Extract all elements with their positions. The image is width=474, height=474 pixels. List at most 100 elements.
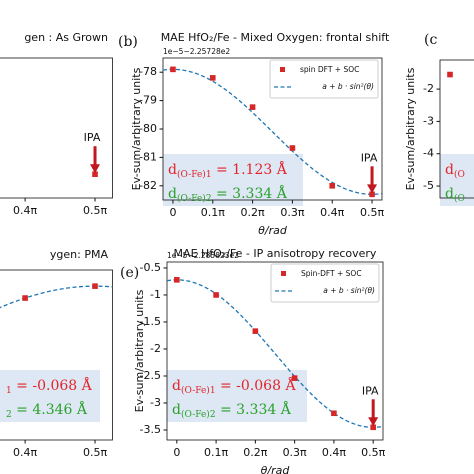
panel: 0.4π 0.5π gen : As Grown IPA: [0, 31, 113, 217]
legend-label: a + b · sin²(θ): [322, 82, 374, 91]
x-tick-label: 0.4π: [13, 204, 37, 217]
plot-area: [167, 277, 383, 431]
x-tick-label: 0.3π: [280, 206, 304, 219]
y-tick-label: -5: [423, 179, 434, 192]
fit-curve: [167, 279, 383, 428]
y-tick-label: -3.5: [140, 423, 161, 436]
annotation-rest: = 3.334 Å: [216, 400, 292, 418]
y-axis-label: Ev-sum/arbitrary units: [404, 67, 417, 190]
callout-arrowhead: [90, 164, 101, 174]
annotation-sub: 2: [6, 410, 12, 420]
plot-frame: [166, 261, 384, 441]
annotation-sub: (O-Fe)1: [181, 385, 216, 396]
data-point: [252, 328, 259, 334]
annotation-main: d: [172, 378, 181, 394]
x-tick-label: 0.4π: [322, 446, 346, 459]
data-point: [331, 410, 337, 417]
annotation-box: [167, 370, 307, 422]
annotation-rest: = -0.068 Å: [12, 376, 93, 394]
panel: -2-3-4-5(cEv-sum/arbitrary units d(Od(O: [404, 32, 474, 206]
y-tick-label: -1: [150, 288, 161, 301]
y-axis-label: Ev-sum/arbitrary units: [133, 289, 146, 412]
fit-curve: [163, 68, 382, 195]
callout-arrowhead: [368, 417, 379, 427]
annotation-rest: = 4.346 Å: [12, 400, 88, 418]
panel: 0 0.1π 0.2π 0.3π 0.4π 0.5π -78 -79 -80 -81 -82 1e−5…: [118, 31, 390, 237]
annotation-rest: = 1.123 Å: [212, 160, 288, 178]
y-tick-label: -4: [423, 147, 434, 160]
offset-text: 1e−5−2.285823e2: [167, 251, 239, 260]
x-tick-label: 0.3π: [283, 446, 307, 459]
annotation: 2 = 4.346 Å: [6, 400, 88, 420]
annotation-sub: (O: [454, 169, 465, 180]
x-tick-label: 0.5π: [83, 446, 107, 459]
panel-label: (c: [424, 32, 437, 48]
annotation-rest: = -0.068 Å: [216, 376, 297, 394]
annotation-main: d: [445, 186, 454, 202]
plot-frame: [0, 269, 113, 441]
data-point: [249, 104, 256, 110]
panel-label: (b): [118, 34, 138, 50]
y-tick-label: -78: [139, 65, 157, 78]
data-point: [329, 183, 336, 189]
annotation: d(O-Fe)1 = 1.123 Å: [168, 160, 288, 180]
fit-curve: [0, 285, 113, 309]
chart-title: ygen: PMA: [50, 248, 109, 261]
legend-marker: [280, 67, 285, 72]
data-point: [213, 292, 219, 298]
annotation: d(O-Fe)2 = 3.334 Å: [168, 184, 288, 204]
legend-label: spin DFT + SOC: [300, 65, 359, 74]
plot-area: [92, 171, 98, 177]
callout-arrowhead: [367, 184, 378, 194]
x-axis-label: θ/rad: [261, 464, 291, 474]
annotation-main: d: [172, 402, 181, 418]
callout-label: IPA: [361, 151, 378, 164]
data-point: [92, 171, 98, 177]
data-point: [447, 71, 453, 78]
annotation-box: [163, 154, 303, 206]
data-point: [369, 191, 375, 198]
data-point: [289, 145, 296, 151]
data-point: [370, 424, 376, 431]
annotation: d(O: [445, 186, 465, 204]
x-tick-label: 0.5π: [83, 204, 107, 217]
y-tick-label: -3: [150, 396, 161, 409]
y-tick-label: -82: [139, 179, 157, 192]
data-point: [291, 375, 298, 381]
y-tick-label: -0.5: [140, 261, 161, 274]
annotation: d(O-Fe)2 = 3.334 Å: [172, 400, 292, 420]
data-point: [92, 283, 98, 289]
y-tick-label: -3: [423, 114, 434, 127]
legend-label: a + b · sin²(θ): [323, 286, 375, 295]
callout-label: IPA: [84, 131, 101, 144]
data-point: [170, 66, 176, 73]
plot-frame: [0, 57, 113, 199]
y-tick-label: -80: [139, 122, 157, 135]
legend-box: [270, 263, 380, 303]
y-tick-label: -2: [150, 342, 161, 355]
plot-area: [447, 71, 453, 78]
x-tick-label: 0.4π: [13, 446, 37, 459]
panel: 0.4π 0.5π ygen: PMA 1 = -0.068 Å 2 = 4.346 Å: [0, 248, 113, 459]
data-point: [22, 295, 28, 301]
x-tick-label: 0.5π: [360, 206, 384, 219]
annotation-box: [440, 154, 474, 206]
y-tick-label: -2.5: [140, 369, 161, 382]
data-point: [209, 75, 216, 81]
x-tick-label: 0: [169, 206, 176, 219]
annotation: d(O-Fe)1 = -0.068 Å: [172, 376, 296, 396]
legend-marker: [281, 271, 286, 276]
annotation-sub: 1: [6, 386, 12, 396]
legend-label: Spin-DFT + SOC: [301, 269, 362, 278]
annotation-rest: = 3.334 Å: [212, 184, 288, 202]
x-tick-label: 0.4π: [320, 206, 344, 219]
panel: 0 0.1π 0.2π 0.3π 0.4π 0.5π -0.5 -1 -1.5 -2 -2.5 -3 -…: [120, 247, 386, 474]
plot-area: [0, 283, 113, 309]
x-tick-label: 0.1π: [204, 446, 228, 459]
callout-label: IPA: [362, 384, 379, 397]
legend-box: [269, 59, 379, 99]
chart-title: gen : As Grown: [24, 31, 108, 44]
annotation: d(O: [445, 162, 465, 180]
annotation-sub: (O-Fe)2: [177, 193, 212, 204]
annotation: 1 = -0.068 Å: [6, 376, 93, 396]
